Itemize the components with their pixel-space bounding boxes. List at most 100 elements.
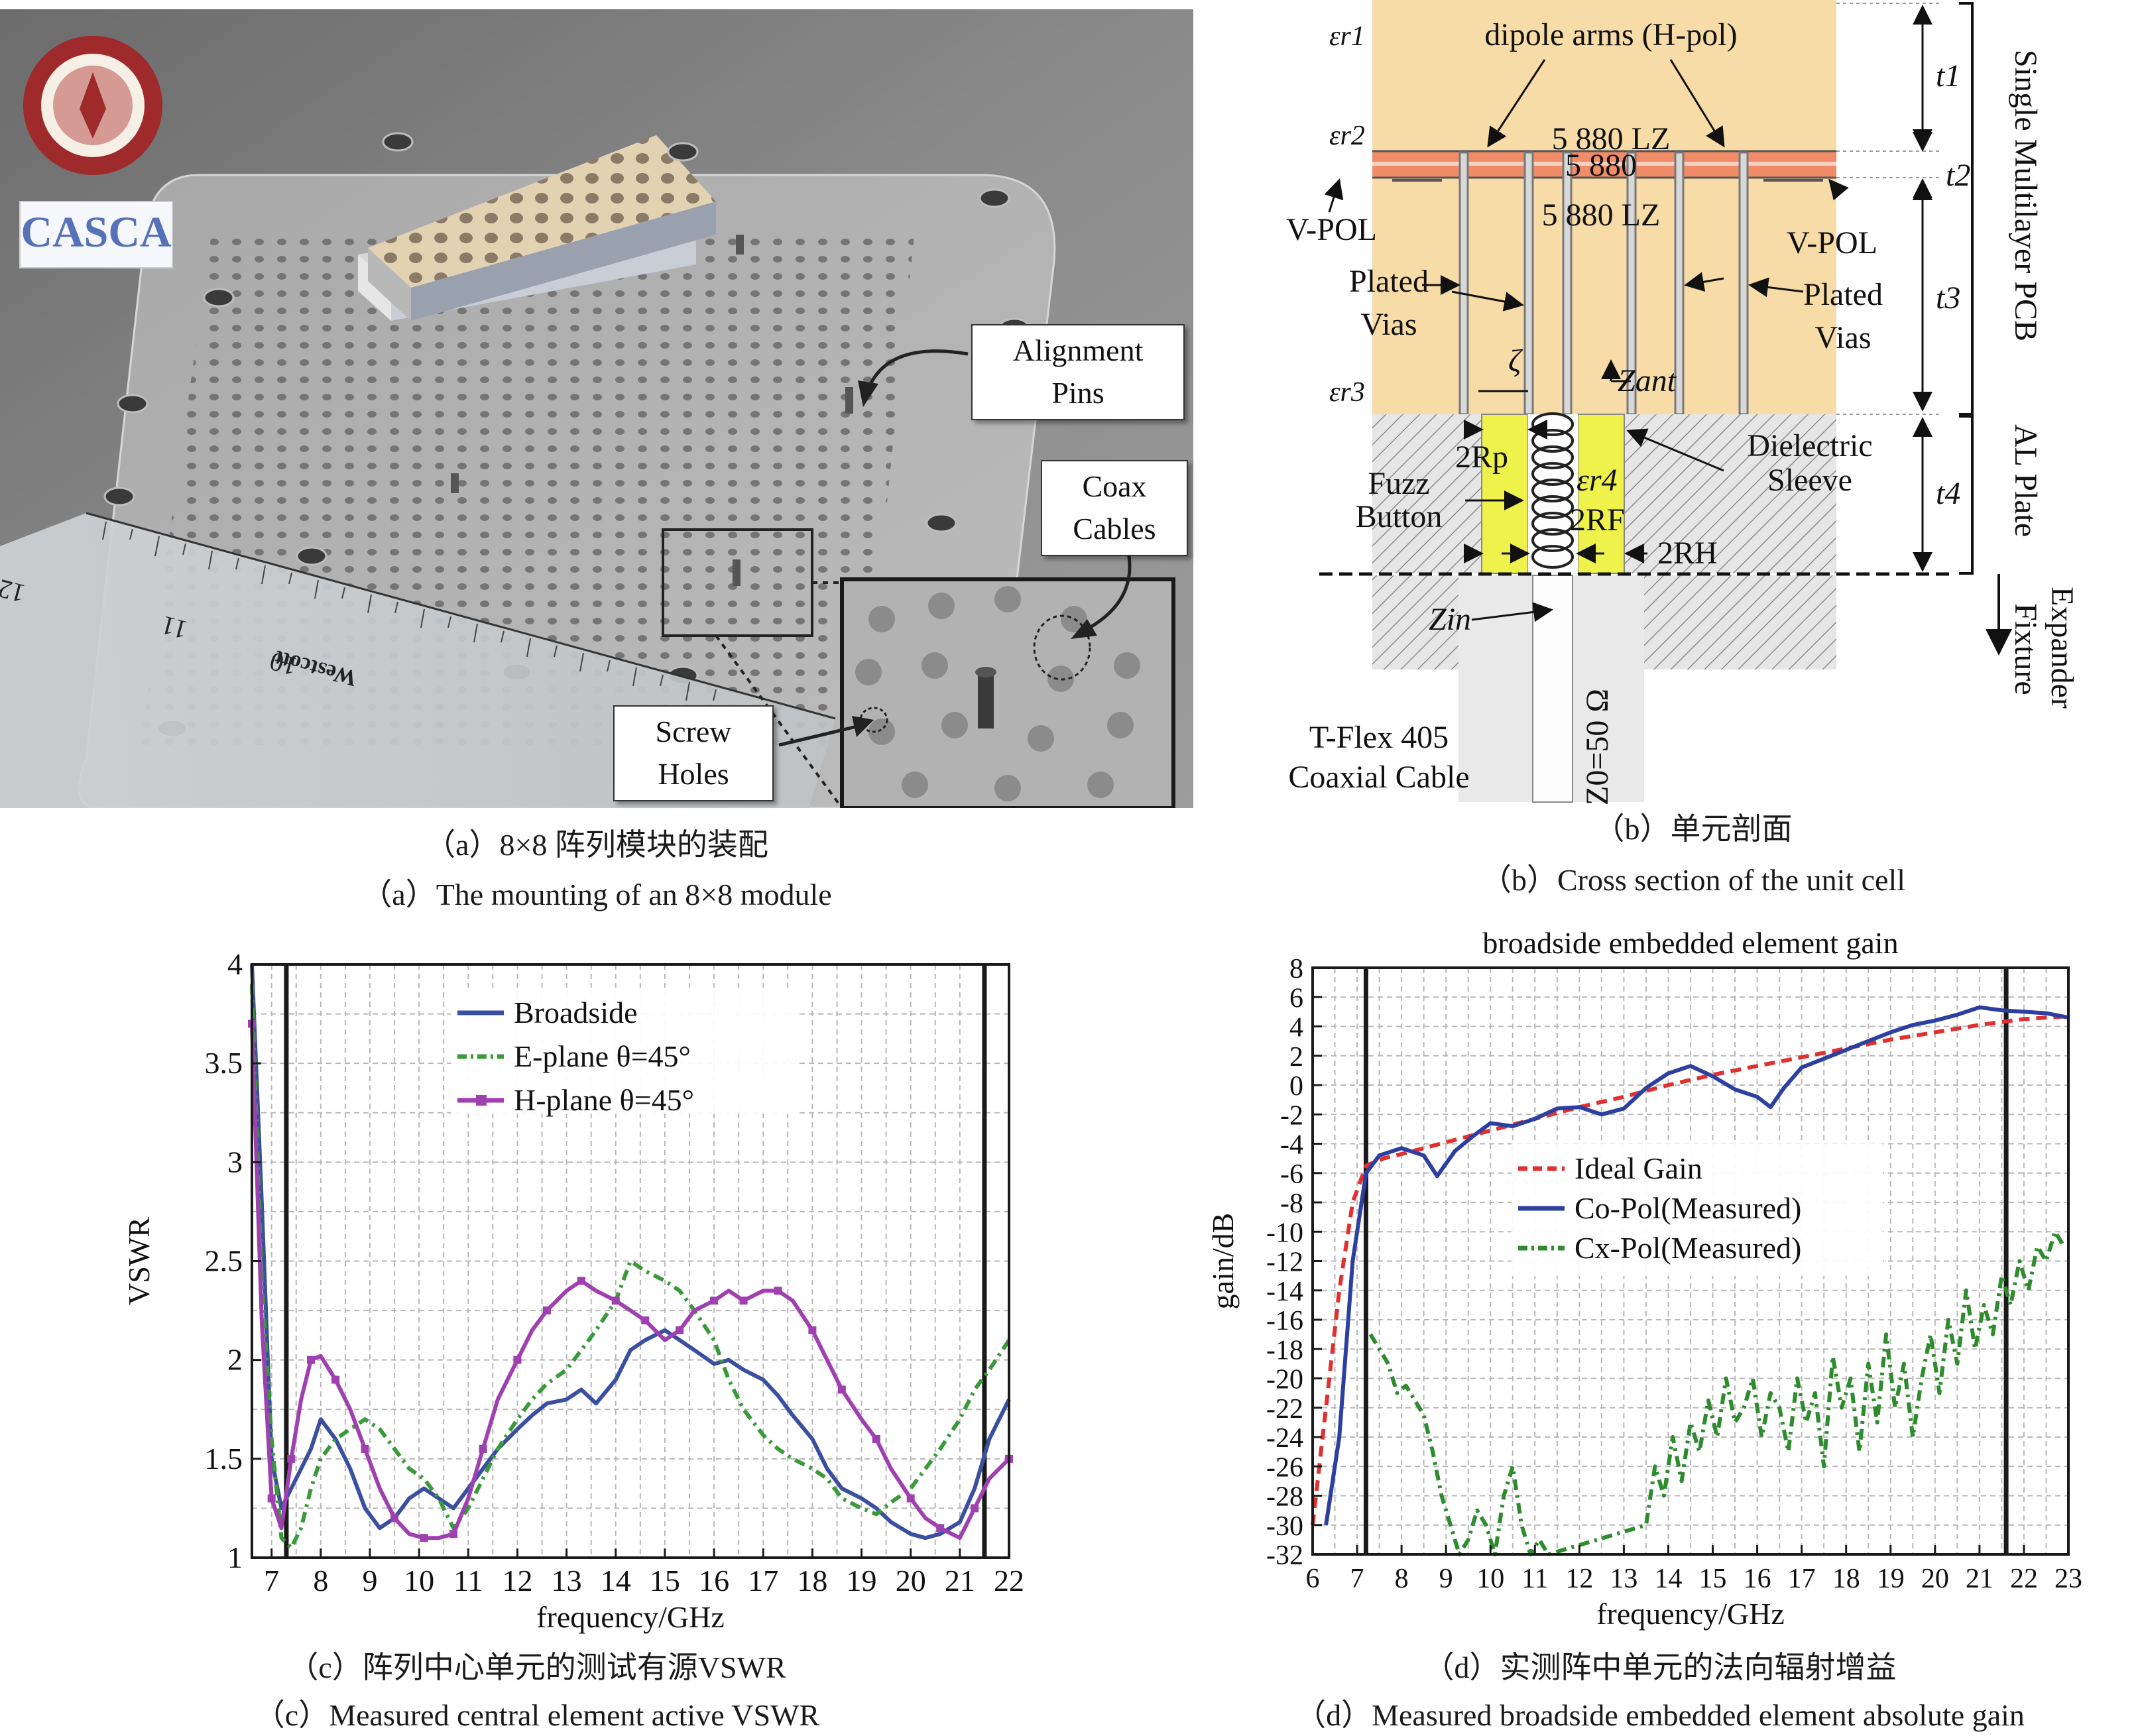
y-tick-label: 0 [1289, 1071, 1303, 1102]
x-tick-label: 12 [1565, 1564, 1593, 1594]
cross-section-diagram: dipole arms (H-pol) 5 880 LZ 5 880 5 880… [1286, 0, 2080, 805]
series-point [710, 1297, 719, 1305]
x-tick-label: 23 [2054, 1564, 2082, 1594]
legend-label-1: Broadside [514, 996, 638, 1029]
series-point [306, 1356, 315, 1364]
label-plated-vias-left-2: Vias [1360, 307, 1417, 342]
legend-box [1512, 1143, 1883, 1276]
series-line-1 [250, 964, 1011, 1540]
y-axis-label: gain/dB [1206, 1213, 1240, 1310]
legend-label-2: E-plane θ=45° [514, 1039, 691, 1073]
series-point [361, 1444, 369, 1453]
x-tick-label: 8 [1395, 1564, 1409, 1594]
x-tick-label: 16 [699, 1564, 729, 1597]
y-tick-label: 8 [1289, 954, 1303, 984]
label-single-pcb: Single Multilayer PCB [2008, 50, 2043, 341]
panel-c: 7 8 9 10 11 12 13 14 15 16 17 18 19 20 21 22 1 1.5 2 2.5 3 3.… [0, 928, 1074, 1644]
series-point [331, 1375, 340, 1384]
y-tick-label: 1 [227, 1540, 243, 1574]
via-1 [1458, 151, 1469, 416]
series-point [420, 1534, 428, 1542]
panel-b: dipole arms (H-pol) 5 880 LZ 5 880 5 880… [1260, 0, 2140, 815]
y-tick-label: -12 [1266, 1247, 1303, 1278]
x-tick-label: 17 [748, 1564, 778, 1597]
y-tick-label: 1.5 [205, 1442, 243, 1476]
casca-logo: CASCA [19, 201, 173, 268]
label-t2: t2 [1946, 158, 1970, 193]
x-tick-label: 20 [1921, 1564, 1949, 1594]
pcb-layer-t1 [1372, 0, 1836, 152]
label-t4: t4 [1936, 476, 1960, 511]
caption-d-cn: （d）实测阵中单元的法向辐射增益 [1423, 1650, 1897, 1684]
label-2rf: 2RF [1570, 502, 1625, 538]
x-tick-label: 14 [1654, 1564, 1682, 1594]
x-tick-label: 19 [1877, 1564, 1905, 1594]
series-point [808, 1326, 817, 1334]
label-vpol-right: V-POL [1787, 225, 1877, 260]
caption-c-en: （c）Measured central element active VSWR [254, 1698, 820, 1732]
y-tick-label: 6 [1289, 983, 1303, 1013]
casca-logo-text: CASCA [21, 208, 172, 257]
series-point [449, 1530, 458, 1538]
y-tick-label: 2.5 [205, 1244, 243, 1278]
array-module [358, 135, 716, 321]
caption-b-cn: （b）单元剖面 [1594, 812, 1793, 846]
x-tick-label: 10 [1476, 1564, 1504, 1594]
series-point [611, 1297, 620, 1305]
x-tick-label: 8 [313, 1564, 328, 1597]
vswr-chart: 7 8 9 10 11 12 13 14 15 16 17 18 19 20 21 22 1 1.5 2 2.5 3 3.… [122, 947, 1024, 1634]
x-tick-label: 13 [1610, 1564, 1637, 1594]
series-point [906, 1494, 915, 1503]
x-tick-label: 15 [1699, 1564, 1727, 1594]
caption-c-cn: （c）阵列中心单元的测试有源VSWR [288, 1650, 786, 1684]
y-tick-label: -18 [1266, 1335, 1303, 1365]
alignment-pins-label: Alignment Pins [971, 324, 1185, 420]
via-2 [1523, 151, 1534, 416]
y-tick-label: -14 [1266, 1277, 1303, 1307]
series-point [479, 1444, 487, 1453]
gain-chart: 6 7 8 9 10 11 12 13 14 15 16 17 18 19 20 21 22 23-32-30-2… [1206, 926, 2082, 1631]
x-tick-label: 21 [1966, 1564, 1993, 1594]
dielectric-sleeve-left [1481, 414, 1529, 574]
series-point [739, 1297, 748, 1305]
series-point [971, 1504, 979, 1513]
label-zin: Zin [1429, 602, 1471, 637]
via-6 [1738, 151, 1749, 416]
x-axis-label: frequency/GHz [1596, 1597, 1785, 1631]
legend-marker [476, 1095, 487, 1106]
x-tick-label: 13 [552, 1564, 582, 1597]
y-tick-label: -22 [1266, 1394, 1303, 1424]
y-tick-label: -6 [1280, 1159, 1303, 1190]
series-point [577, 1277, 585, 1285]
legend-label-3: Cx-Pol(Measured) [1575, 1231, 1801, 1265]
label-vpol-left: V-POL [1286, 212, 1377, 247]
series-point [390, 1514, 399, 1523]
x-tick-label: 9 [1439, 1564, 1453, 1594]
x-tick-label: 18 [797, 1564, 827, 1597]
y-tick-label: -32 [1266, 1540, 1303, 1571]
x-tick-label: 11 [453, 1564, 483, 1597]
label-er2: εr2 [1329, 121, 1365, 151]
label-plated-vias-right-2: Vias [1814, 320, 1871, 355]
x-tick-label: 14 [601, 1564, 631, 1597]
series-line-1 [1311, 1014, 2069, 1526]
x-tick-label: 6 [1306, 1564, 1320, 1594]
x-tick-label: 7 [264, 1564, 279, 1597]
panel-a: 12 11 10 Westcott [0, 9, 1193, 810]
y-tick-label: 3.5 [205, 1046, 243, 1080]
label-er4: εr4 [1576, 463, 1618, 498]
label-t3: t3 [1936, 280, 1960, 316]
label-2rh: 2RH [1657, 536, 1718, 571]
label-fuzz-button-2: Button [1356, 499, 1443, 534]
y-tick-label: 4 [227, 947, 243, 981]
y-tick-label: -28 [1266, 1482, 1303, 1513]
via-5 [1674, 151, 1685, 416]
x-tick-label: 12 [502, 1564, 532, 1597]
screw-holes-label: Screw Holes [613, 705, 774, 801]
caption-a-en: （a）The mounting of an 8×8 module [361, 878, 832, 911]
x-tick-label: 7 [1350, 1564, 1364, 1594]
x-tick-label: 17 [1788, 1564, 1816, 1594]
label-fuzz-button-1: Fuzz [1368, 466, 1429, 501]
label-expander-2: Fixture [2008, 603, 2043, 695]
label-dielectric-sleeve-2: Sleeve [1767, 463, 1852, 498]
